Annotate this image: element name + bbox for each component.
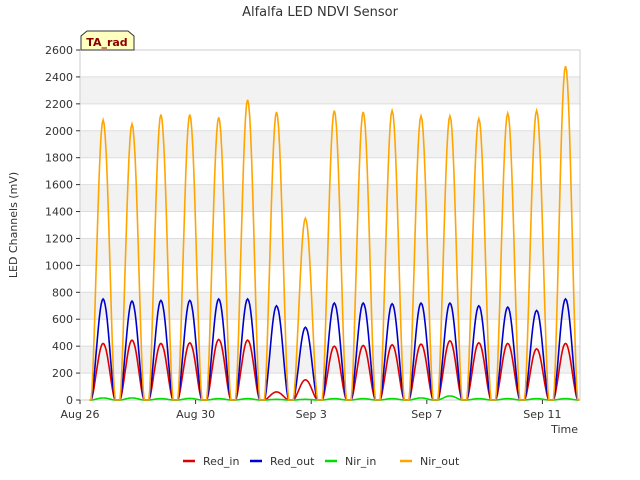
- series-line-red-out: [89, 297, 580, 401]
- y-tick-label: 1400: [45, 206, 73, 219]
- y-axis-label: LED Channels (mV): [7, 172, 20, 278]
- legend-label-red-out: Red_out: [270, 455, 315, 468]
- y-tick-label: 1800: [45, 152, 73, 165]
- legend-label-red-in: Red_in: [203, 455, 239, 468]
- series-lines: [89, 66, 580, 401]
- y-tick-label: 2400: [45, 71, 73, 84]
- x-axis-label: Time: [550, 423, 578, 436]
- legend-label-nir-in: Nir_in: [345, 455, 376, 468]
- y-tick-label: 1600: [45, 179, 73, 192]
- plot-band: [80, 103, 580, 131]
- plot-band: [80, 265, 580, 293]
- x-tick-label: Sep 3: [296, 408, 327, 421]
- x-tick-label: Sep 11: [523, 408, 561, 421]
- plot-band: [80, 373, 580, 400]
- plot-band: [80, 50, 580, 77]
- badge-label: TA_rad: [86, 36, 127, 49]
- legend-label-nir-out: Nir_out: [420, 455, 460, 468]
- plot-band: [80, 211, 580, 239]
- x-tick-label: Sep 7: [411, 408, 442, 421]
- x-axis: Aug 26 Aug 30 Sep 3 Sep 7 Sep 11: [61, 400, 562, 421]
- y-tick-label: 2200: [45, 98, 73, 111]
- y-tick-label: 600: [52, 313, 73, 326]
- plot-frame: [79, 49, 581, 401]
- y-tick-label: 1000: [45, 259, 73, 272]
- plot-bands: [80, 49, 580, 401]
- x-tick-label: Aug 26: [61, 408, 100, 421]
- plot-band: [80, 238, 580, 266]
- y-tick-label: 0: [66, 394, 73, 407]
- y-axis: 0 200 400 600 800 1000 1200 1400 1600 1800 2000 220…: [45, 44, 80, 407]
- y-tick-label: 200: [52, 367, 73, 380]
- y-tick-label: 1200: [45, 232, 73, 245]
- legend: Red_in Red_out Nir_in Nir_out: [183, 455, 460, 468]
- y-tick-label: 2000: [45, 125, 73, 138]
- plot-band: [80, 76, 580, 104]
- series-line-nir-out: [89, 66, 580, 401]
- badge-shape: [80, 30, 135, 51]
- y-tick-label: 2600: [45, 44, 73, 57]
- y-tick-label: 400: [52, 340, 73, 353]
- series-line-nir-in: [89, 395, 580, 401]
- station-badge: TA_rad: [80, 30, 135, 51]
- x-tick-label: Aug 30: [176, 408, 215, 421]
- y-tick-label: 800: [52, 286, 73, 299]
- chart-title: Alfalfa LED NDVI Sensor: [242, 5, 399, 20]
